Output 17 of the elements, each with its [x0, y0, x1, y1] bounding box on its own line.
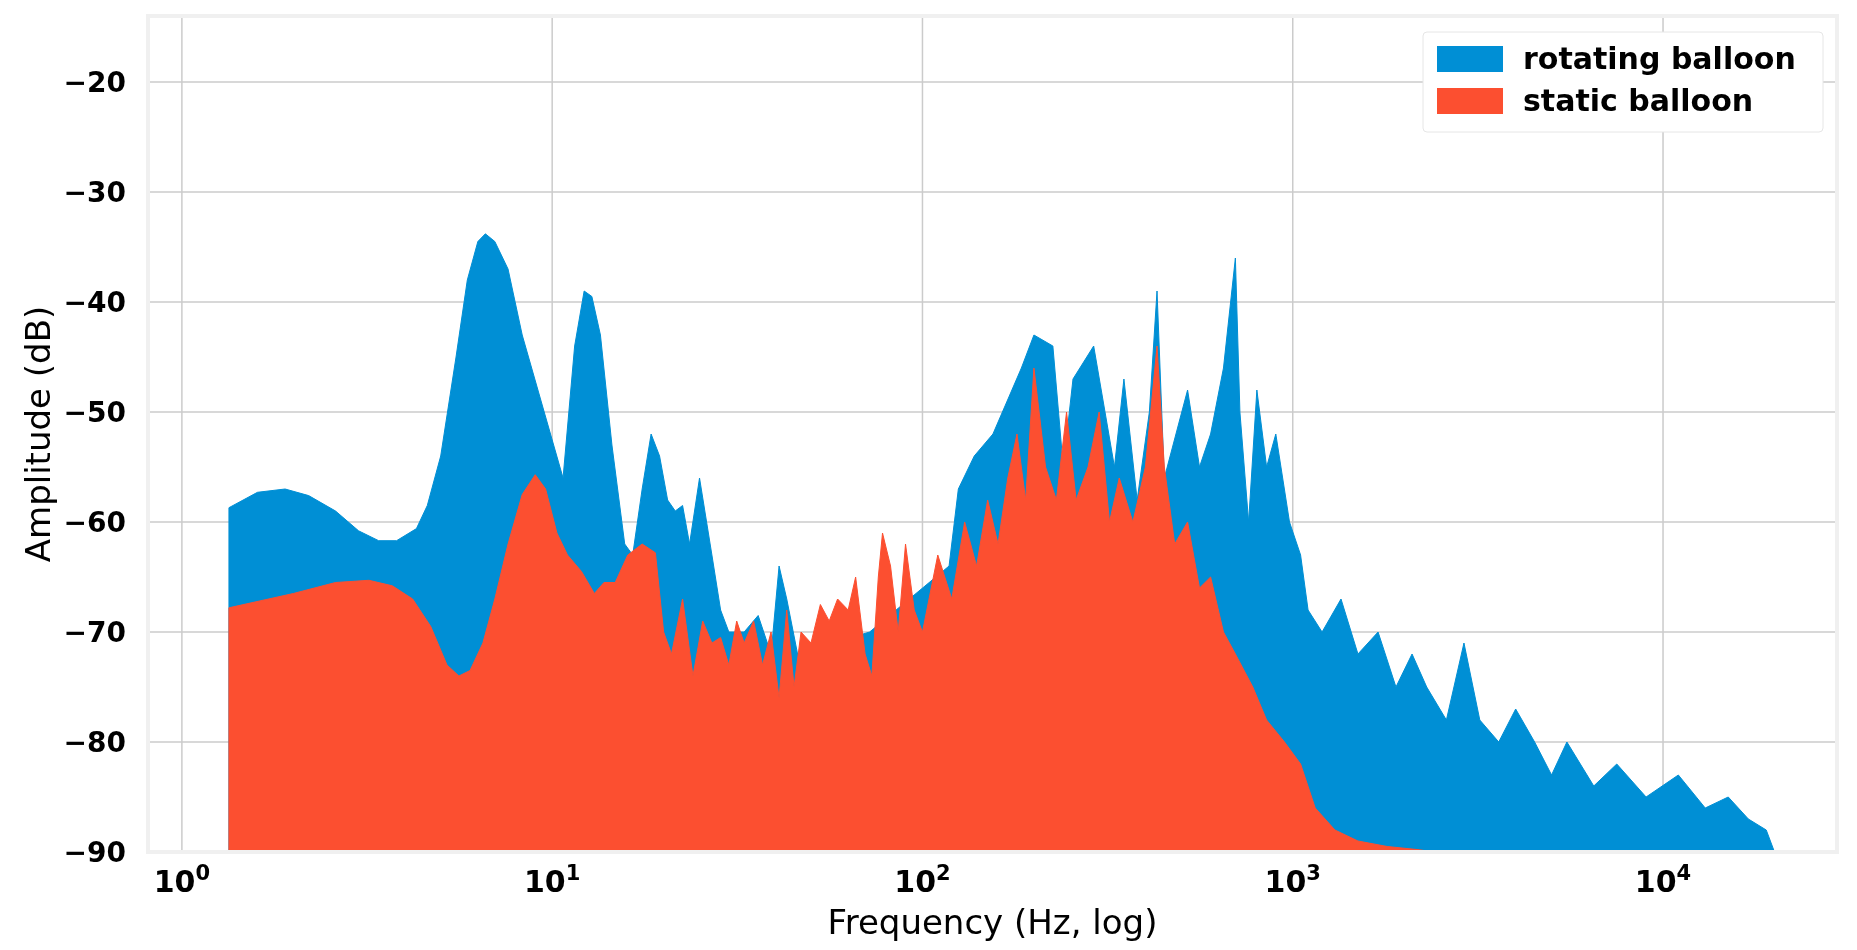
- x-tick-label: 10$^{0}$: [153, 861, 211, 899]
- y-tick-label: −30: [63, 176, 126, 209]
- x-axis-title: Frequency (Hz, log): [827, 902, 1158, 942]
- y-tick-label: −20: [63, 66, 126, 99]
- y-tick-label: −60: [63, 506, 126, 539]
- x-tick-label: 10$^{2}$: [894, 861, 951, 899]
- x-tick-label: 10$^{4}$: [1634, 861, 1692, 899]
- y-axis-title: Amplitude (dB): [18, 305, 58, 563]
- y-tick-label: −80: [63, 726, 126, 759]
- x-tick-label: 10$^{3}$: [1264, 861, 1321, 899]
- y-tick-label: −50: [63, 396, 126, 429]
- y-tick-label: −70: [63, 616, 126, 649]
- y-tick-label: −40: [63, 286, 126, 319]
- y-tick-label: −90: [63, 836, 126, 869]
- legend-label: rotating balloon: [1523, 41, 1796, 76]
- x-tick-label: 10$^{1}$: [523, 861, 581, 899]
- legend-label: static balloon: [1523, 83, 1754, 118]
